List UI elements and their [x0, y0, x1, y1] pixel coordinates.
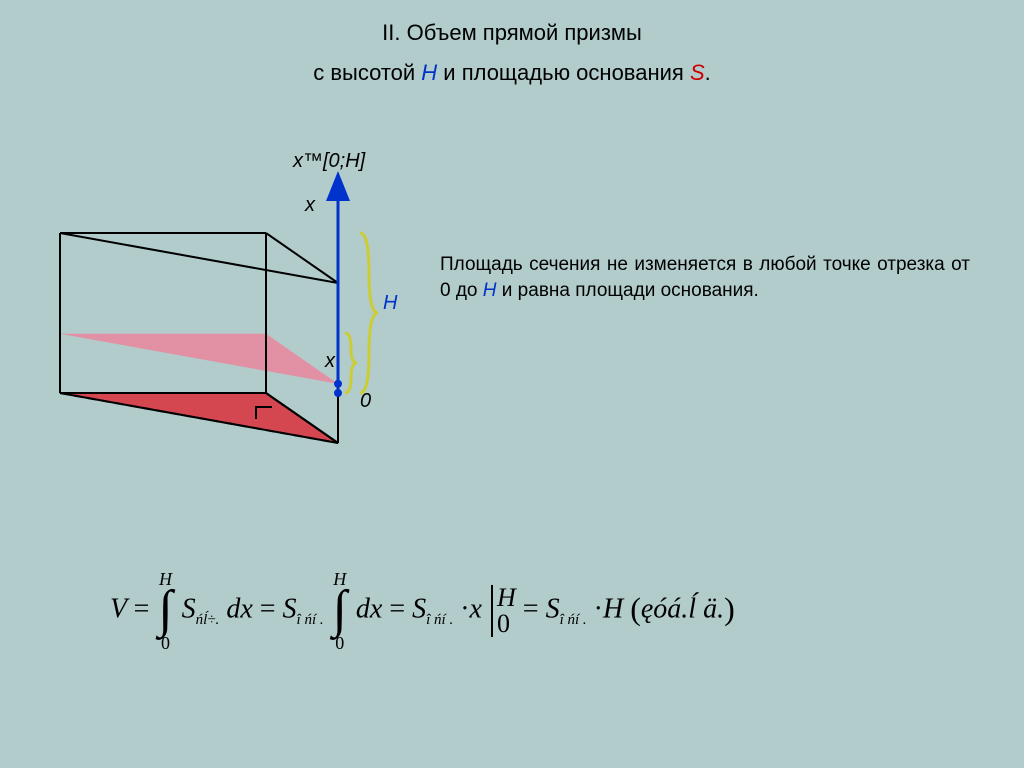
f-V: V — [110, 593, 127, 624]
f-paren-close: ) — [724, 590, 735, 626]
f-eq4: = — [523, 593, 546, 624]
f-eq3: = — [389, 593, 405, 624]
height-H-label: H — [383, 292, 397, 315]
f-dx1: dx — [226, 593, 252, 624]
axis-x-label: x — [305, 194, 315, 217]
x-point-label: x — [325, 350, 335, 373]
f-S3: S — [412, 593, 426, 624]
prism-diagram — [0, 0, 1024, 768]
f-eq1: = — [134, 593, 157, 624]
origin-zero-label: 0 — [360, 390, 371, 413]
f-paren-open: ( — [630, 590, 641, 626]
f-dx2: dx — [356, 593, 382, 624]
integral-symbol-1: ∫ — [158, 581, 172, 638]
volume-formula: V = H ∫ 0 Sńĺ÷. dx = Sî ńí . H ∫ 0 dx = … — [110, 570, 735, 652]
f-eq2: = — [260, 593, 283, 624]
f-integral-2: H ∫ 0 — [333, 570, 347, 652]
f-tail: ęóá.ĺ ä. — [641, 593, 724, 624]
f-S3-sub: î ńí . — [426, 612, 453, 628]
f-S4: S — [546, 593, 560, 624]
f-eval-bar: H 0 — [491, 585, 516, 637]
f-H: H — [603, 593, 623, 624]
f-S1-sub: ńĺ÷. — [196, 612, 220, 628]
f-S4-sub: î ńí . — [560, 612, 587, 628]
f-S2: S — [283, 593, 297, 624]
f-S1: S — [182, 593, 196, 624]
f-S2-sub: î ńí . — [297, 612, 324, 628]
integral-symbol-2: ∫ — [333, 581, 347, 638]
f-integral-1: H ∫ 0 — [158, 570, 172, 652]
slide-container: II. Объем прямой призмы с высотой H и пл… — [0, 0, 1024, 768]
f-x: x — [470, 593, 482, 624]
